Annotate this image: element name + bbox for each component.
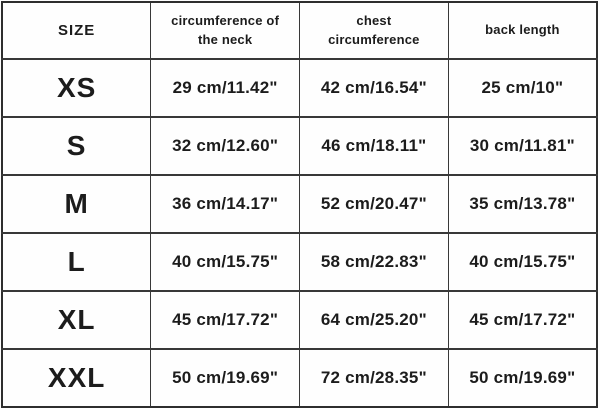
size-cell: XXL [1,348,152,408]
table-row: XL 45 cm/17.72" 64 cm/25.20" 45 cm/17.72" [1,290,598,350]
size-cell: L [1,232,152,292]
header-chest-circumference: chest circumference [299,1,449,60]
chest-value-cell: 72 cm/28.35" [299,348,449,408]
neck-value-cell: 40 cm/15.75" [150,232,300,292]
neck-value-cell: 29 cm/11.42" [150,58,300,118]
table-row: S 32 cm/12.60" 46 cm/18.11" 30 cm/11.81" [1,116,598,176]
table-row: M 36 cm/14.17" 52 cm/20.47" 35 cm/13.78" [1,174,598,234]
neck-value-cell: 36 cm/14.17" [150,174,300,234]
back-length-value-cell: 40 cm/15.75" [447,232,598,292]
table-row: XXL 50 cm/19.69" 72 cm/28.35" 50 cm/19.69" [1,348,598,408]
table-row: L 40 cm/15.75" 58 cm/22.83" 40 cm/15.75" [1,232,598,292]
chest-value-cell: 42 cm/16.54" [299,58,449,118]
chest-value-cell: 46 cm/18.11" [299,116,449,176]
size-cell: M [1,174,152,234]
table-row: XS 29 cm/11.42" 42 cm/16.54" 25 cm/10" [1,58,598,118]
header-back-length: back length [447,1,598,60]
back-length-value-cell: 50 cm/19.69" [447,348,598,408]
size-cell: XS [1,58,152,118]
back-length-value-cell: 35 cm/13.78" [447,174,598,234]
size-cell: XL [1,290,152,350]
neck-value-cell: 32 cm/12.60" [150,116,300,176]
back-length-value-cell: 30 cm/11.81" [447,116,598,176]
neck-value-cell: 50 cm/19.69" [150,348,300,408]
neck-value-cell: 45 cm/17.72" [150,290,300,350]
header-size: SIZE [1,1,152,60]
size-chart-body: XS 29 cm/11.42" 42 cm/16.54" 25 cm/10" S 32 c… [1,58,598,408]
back-length-value-cell: 25 cm/10" [447,58,598,118]
size-chart-header-row: SIZE circumference of the neck chest cir… [1,1,598,60]
chest-value-cell: 64 cm/25.20" [299,290,449,350]
back-length-value-cell: 45 cm/17.72" [447,290,598,350]
header-neck-circumference: circumference of the neck [150,1,300,60]
size-cell: S [1,116,152,176]
chest-value-cell: 58 cm/22.83" [299,232,449,292]
chest-value-cell: 52 cm/20.47" [299,174,449,234]
